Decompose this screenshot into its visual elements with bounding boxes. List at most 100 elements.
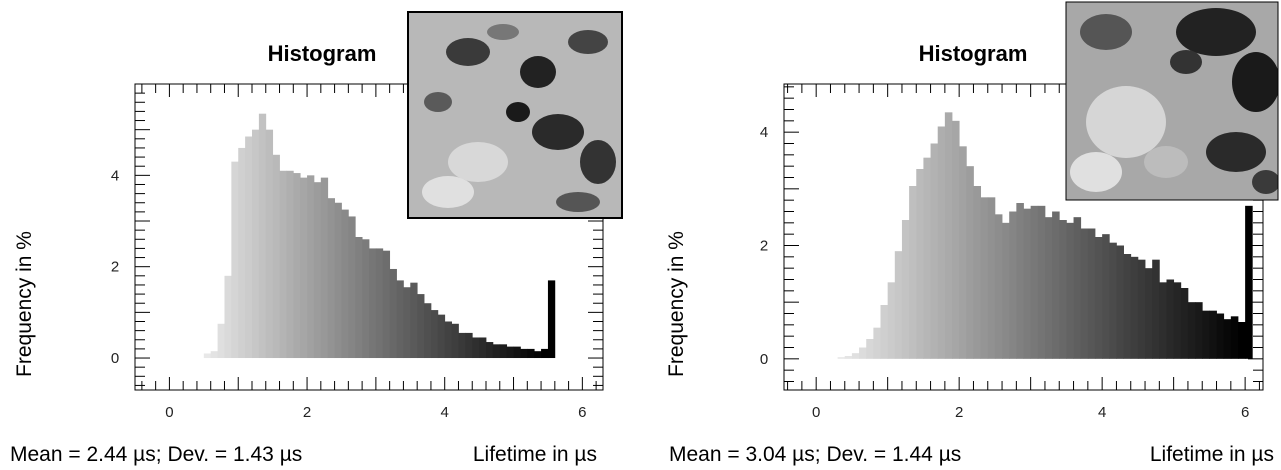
right-plot-frame (783, 83, 1264, 391)
right-histogram: 0 2 4 6 0 2 4 Histogram Frequency in % Mean =… (665, 1, 1279, 466)
left-bar-10 (272, 154, 280, 359)
left-bar-27 (389, 268, 397, 359)
left-bar-46 (520, 348, 528, 359)
left-bar-20 (341, 209, 349, 359)
right-bar-11 (916, 169, 924, 359)
right-bar-22 (994, 214, 1003, 359)
right-bar-48 (1180, 288, 1189, 359)
right-bar-2 (851, 353, 860, 359)
left-inset-image (407, 11, 623, 219)
right-bar-39 (1116, 245, 1124, 359)
right-x-tick-labels: 0 2 4 6 (812, 404, 1249, 421)
left-x-tick-label: 4 (441, 404, 449, 421)
right-bar-36 (1094, 237, 1103, 359)
left-bar-17 (320, 177, 329, 359)
left-bar-14 (300, 177, 308, 359)
right-bar-24 (1009, 211, 1017, 359)
left-y-tick-label: 2 (111, 259, 119, 276)
left-bar-35 (444, 321, 452, 359)
left-bar-38 (465, 332, 473, 359)
left-bar-30 (410, 282, 418, 359)
left-bar-23 (362, 239, 370, 359)
left-bar-1 (210, 351, 218, 359)
right-bar-50 (1195, 302, 1203, 359)
left-histogram-bars (203, 113, 556, 359)
right-x-tick-label: 4 (1098, 404, 1106, 421)
right-bar-42 (1137, 259, 1146, 359)
right-bar-49 (1187, 302, 1196, 359)
right-x-tick-label: 0 (812, 404, 820, 421)
right-inset-image (1065, 1, 1279, 201)
right-bar-15 (944, 112, 953, 359)
right-bar-14 (937, 126, 946, 359)
left-bar-26 (382, 250, 391, 359)
left-bar-11 (279, 170, 287, 359)
left-bar-21 (348, 216, 356, 359)
left-bar-36 (451, 323, 459, 359)
right-bar-30 (1052, 211, 1060, 359)
left-y-axis-label: Frequency in % (13, 231, 36, 377)
right-bar-56 (1237, 322, 1246, 359)
right-y-tick-label: 0 (760, 351, 768, 368)
left-bar-32 (424, 303, 432, 359)
right-bar-19 (973, 186, 982, 359)
left-bar-13 (293, 173, 301, 359)
left-bar-18 (327, 198, 335, 359)
right-bar-18 (966, 166, 974, 359)
right-bar-23 (1002, 222, 1010, 359)
right-bar-5 (873, 327, 881, 359)
left-bar-9 (265, 129, 274, 359)
left-bar-44 (506, 346, 514, 359)
right-bar-25 (1016, 203, 1024, 359)
right-bar-46 (1166, 279, 1175, 359)
left-bar-15 (307, 175, 315, 359)
right-x-tick-label: 6 (1241, 404, 1249, 421)
left-bar-0 (203, 353, 212, 359)
left-y-tick-label: 0 (111, 350, 119, 367)
left-bar-3 (224, 275, 232, 359)
right-bar-12 (923, 157, 931, 359)
left-bar-29 (403, 287, 411, 359)
left-bar-7 (252, 129, 260, 359)
left-bar-41 (486, 342, 494, 359)
left-histogram: 0 2 4 6 0 2 4 Histogram Frequency in % Mean =… (10, 11, 623, 466)
right-bar-57 (1245, 205, 1253, 359)
left-bar-37 (458, 332, 466, 359)
left-bar-22 (355, 237, 363, 359)
right-y-axis-label: Frequency in % (665, 231, 688, 377)
right-y-tick-label: 2 (760, 238, 768, 255)
right-bar-8 (894, 251, 903, 359)
left-chart-title: Histogram (268, 41, 377, 66)
right-bar-37 (1102, 234, 1110, 359)
left-plot-frame (134, 83, 604, 391)
right-bar-21 (987, 197, 996, 359)
right-y-tick-label: 4 (760, 124, 768, 141)
right-bar-38 (1109, 242, 1117, 359)
left-y-tick-labels: 0 2 4 (111, 167, 119, 367)
left-x-tick-label: 2 (303, 404, 311, 421)
right-bar-54 (1223, 319, 1232, 359)
left-bar-48 (534, 351, 542, 359)
left-stats-text: Mean = 2.44 µs; Dev. = 1.43 µs (10, 443, 302, 466)
right-bar-1 (844, 356, 853, 359)
right-bar-3 (859, 347, 867, 359)
left-bar-34 (437, 314, 446, 359)
right-bar-51 (1202, 310, 1210, 359)
left-y-tick-label: 4 (111, 167, 119, 184)
left-bar-47 (527, 348, 535, 359)
left-bar-28 (396, 280, 404, 359)
right-bar-33 (1073, 217, 1082, 359)
left-bar-49 (541, 348, 549, 359)
right-bar-29 (1044, 217, 1053, 359)
right-y-tick-labels: 0 2 4 (760, 124, 768, 368)
left-bar-5 (238, 147, 246, 359)
left-bar-43 (499, 344, 508, 359)
right-bar-9 (901, 220, 910, 359)
left-bar-8 (258, 113, 267, 359)
right-bar-31 (1059, 220, 1067, 359)
left-x-tick-label: 0 (165, 404, 173, 421)
left-x-tick-label: 6 (578, 404, 586, 421)
right-bar-17 (959, 146, 967, 359)
right-bar-26 (1023, 208, 1032, 359)
left-bar-42 (492, 344, 501, 359)
